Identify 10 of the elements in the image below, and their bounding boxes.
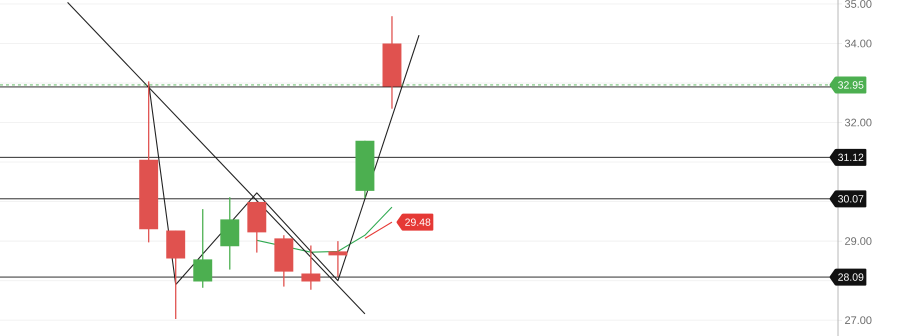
- y-tick-label: 35.00: [844, 0, 872, 8]
- y-tick-label: 29.00: [845, 237, 872, 246]
- ref-line-label: 32.95: [838, 81, 864, 89]
- y-tick-label: 27.00: [845, 316, 872, 324]
- ref-line-label: 30.07: [838, 195, 864, 203]
- ref-line-label: 28.09: [838, 273, 864, 281]
- y-tick-label: 34.00: [844, 40, 872, 48]
- data-label: 29.48: [405, 218, 430, 226]
- ref-line-label: 31.12: [838, 154, 864, 162]
- y-tick-label: 32.00: [844, 118, 872, 126]
